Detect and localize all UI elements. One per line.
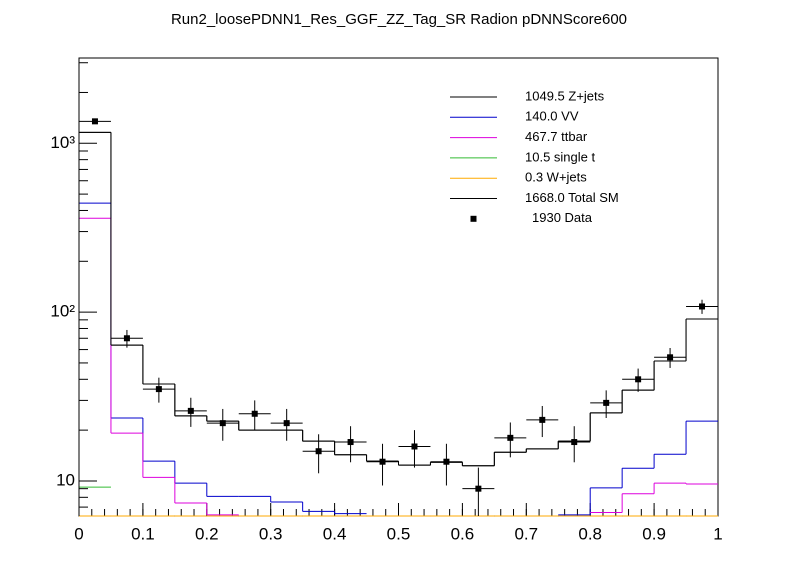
data-point: [667, 354, 674, 361]
y-tick-label: 10²: [50, 302, 75, 321]
legend-label: 10.5 single t: [525, 149, 595, 164]
data-point: [603, 399, 610, 406]
data-point: [123, 335, 130, 342]
x-tick-label: 0.6: [451, 524, 475, 543]
data-point: [411, 443, 418, 450]
data-point: [155, 386, 162, 393]
x-tick-label: 0.4: [323, 524, 347, 543]
x-tick-label: 0.9: [642, 524, 666, 543]
legend-swatch: [470, 215, 477, 222]
data-point: [443, 458, 450, 465]
x-tick-label: 0.2: [195, 524, 219, 543]
data-point: [635, 376, 642, 383]
x-tick-label: 1: [713, 524, 722, 543]
data-point: [283, 420, 290, 427]
data-point: [315, 448, 322, 455]
legend-label: 1049.5 Z+jets: [525, 88, 605, 103]
legend-label: 467.7 ttbar: [525, 129, 588, 144]
plot-frame: [78, 57, 719, 517]
x-tick-label: 0: [74, 524, 83, 543]
x-tick-label: 0.1: [131, 524, 155, 543]
data-point: [187, 407, 194, 414]
data-point: [699, 303, 706, 310]
data-point: [347, 439, 354, 446]
data-point: [379, 458, 386, 465]
chart-title: Run2_loosePDNN1_Res_GGF_ZZ_Tag_SR Radion…: [171, 11, 627, 28]
legend-label: 1668.0 Total SM: [525, 190, 619, 205]
data-point: [571, 439, 578, 446]
legend-label: 140.0 VV: [525, 109, 579, 124]
x-tick-label: 0.7: [514, 524, 538, 543]
data-point: [475, 485, 482, 492]
data-point: [539, 416, 546, 423]
y-tick-label: 10³: [50, 133, 75, 152]
x-tick-label: 0.3: [259, 524, 283, 543]
y-tick-label: 10: [56, 470, 75, 489]
data-point: [219, 420, 226, 427]
data-point: [251, 410, 258, 417]
legend-label: 1930 Data: [532, 210, 593, 225]
legend-label: 0.3 W+jets: [525, 170, 587, 185]
data-point: [91, 118, 98, 125]
x-tick-label: 0.8: [578, 524, 602, 543]
x-tick-label: 0.5: [387, 524, 411, 543]
data-point: [507, 434, 514, 441]
